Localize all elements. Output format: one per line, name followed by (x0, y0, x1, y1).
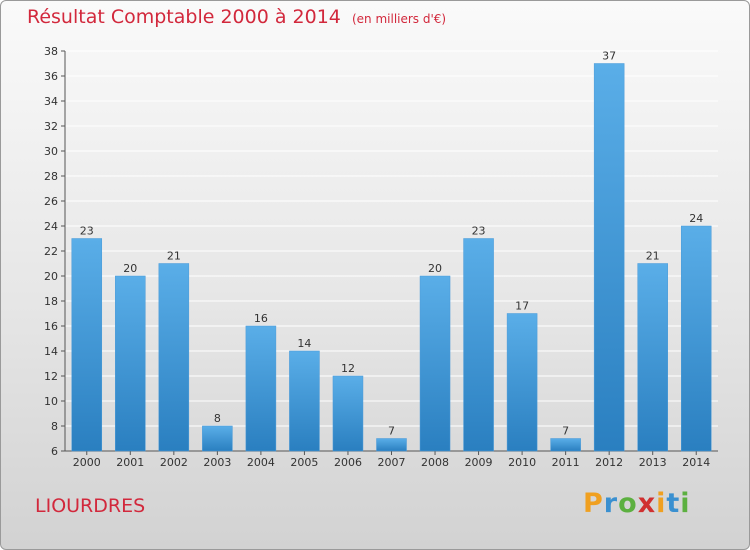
town-name: LIOURDRES (35, 495, 146, 517)
data-label-2007: 7 (388, 425, 395, 438)
bar-2008 (419, 275, 451, 452)
data-label-2012: 37 (602, 50, 616, 63)
x-tick-label: 2011 (552, 456, 580, 469)
logo-letter: i (680, 488, 691, 519)
x-tick-label: 2009 (465, 456, 493, 469)
x-tick-label: 2000 (73, 456, 101, 469)
data-label-2000: 23 (80, 225, 94, 238)
y-tick-label: 16 (44, 320, 58, 333)
logo-letter: P (583, 488, 604, 519)
x-tick-label: 2002 (160, 456, 188, 469)
bar-2005 (289, 350, 320, 452)
x-tick-label: 2013 (639, 456, 667, 469)
logo-letter: r (603, 488, 619, 519)
bar-2012 (593, 63, 625, 452)
chart-title: Résultat Comptable 2000 à 2014 (en milli… (27, 6, 446, 28)
data-label-2011: 7 (562, 425, 569, 438)
data-label-2004: 16 (254, 312, 268, 325)
data-label-2014: 24 (689, 212, 703, 225)
bars (71, 63, 712, 452)
y-tick-label: 30 (44, 145, 58, 158)
x-tick-label: 2010 (508, 456, 536, 469)
data-label-2009: 23 (472, 225, 486, 238)
x-tick-label: 2003 (203, 456, 231, 469)
bar-2006 (332, 375, 364, 452)
proxiti-logo: Proxiti (583, 488, 691, 519)
x-tick-label: 2014 (682, 456, 710, 469)
y-tick-label: 20 (44, 270, 58, 283)
x-tick-label: 2004 (247, 456, 275, 469)
bar-2013 (637, 263, 668, 452)
y-tick-label: 14 (44, 345, 58, 358)
y-tick-label: 28 (44, 170, 58, 183)
y-tick-label: 38 (44, 45, 58, 58)
y-tick-label: 12 (44, 370, 58, 383)
y-tick-label: 32 (44, 120, 58, 133)
y-tick-label: 36 (44, 70, 58, 83)
logo-letter: i (656, 488, 667, 519)
y-tick-label: 6 (51, 445, 58, 458)
y-tick-label: 8 (51, 420, 58, 433)
y-tick-label: 10 (44, 395, 58, 408)
data-label-2013: 21 (646, 250, 660, 263)
bar-2004 (245, 325, 277, 452)
bar-2007 (376, 438, 407, 452)
bar-2002 (158, 263, 190, 452)
data-label-2010: 17 (515, 300, 529, 313)
bar-2001 (115, 275, 146, 452)
title-text: Résultat Comptable 2000 à 2014 (27, 6, 341, 28)
bar-2014 (680, 225, 712, 452)
data-label-2003: 8 (214, 412, 221, 425)
logo-letter: t (666, 488, 681, 519)
x-tick-label: 2001 (116, 456, 144, 469)
y-tick-label: 26 (44, 195, 58, 208)
data-label-2008: 20 (428, 262, 442, 275)
logo-letter: o (618, 488, 638, 519)
data-label-2002: 21 (167, 250, 181, 263)
data-label-2005: 14 (297, 337, 311, 350)
x-tick-label: 2005 (290, 456, 318, 469)
bar-2009 (463, 238, 494, 452)
logo-letter: x (637, 488, 657, 519)
title-unit: (en milliers d'€) (351, 12, 447, 26)
axes: 6 8 10 12 14 16 18 20 22 24 26 28 30 32 34 36 38 2000 2001… (44, 45, 718, 469)
x-tick-label: 2006 (334, 456, 362, 469)
x-tick-label: 2007 (378, 456, 406, 469)
data-label-2001: 20 (123, 262, 137, 275)
y-tick-label: 24 (44, 220, 58, 233)
x-tick-label: 2008 (421, 456, 449, 469)
bar-2000 (71, 238, 103, 452)
y-tick-label: 22 (44, 245, 58, 258)
bar-2003 (202, 425, 233, 452)
data-label-2006: 12 (341, 362, 355, 375)
y-tick-label: 34 (44, 95, 58, 108)
bar-2011 (550, 438, 581, 452)
x-tick-label: 2012 (595, 456, 623, 469)
y-tick-label: 18 (44, 295, 58, 308)
data-labels: 23 20 21 8 16 14 12 7 20 23 17 7 37 21 24 (80, 50, 703, 438)
bar-2010 (506, 313, 538, 452)
